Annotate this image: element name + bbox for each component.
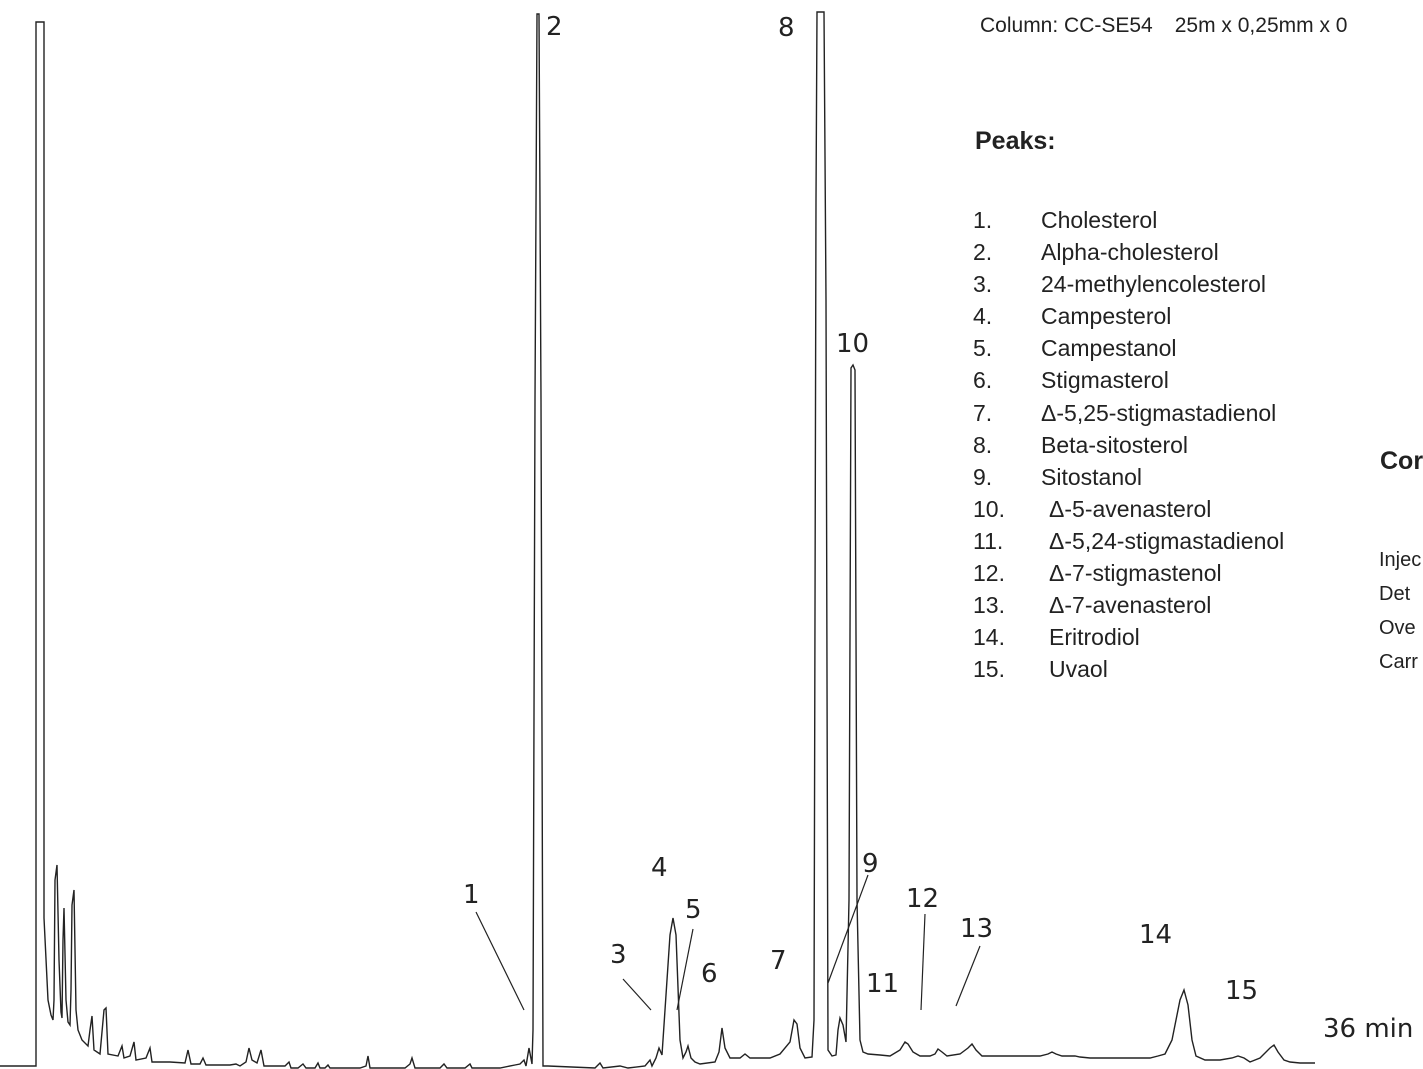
peak-label-14: 14	[1139, 920, 1172, 950]
condition-item: Injec	[1379, 549, 1422, 571]
leader-line-9	[827, 874, 869, 984]
peak-label-10: 10	[836, 329, 869, 359]
peak-number: 13.	[973, 592, 1005, 619]
peak-number: 2.	[973, 239, 993, 266]
conditions-heading: Cor	[1380, 447, 1423, 475]
peak-list-item: 9. Sitostanol	[973, 463, 1284, 495]
peak-list-item: 12. Δ-7-stigmastenol	[973, 559, 1284, 591]
condition-item: Carr	[1379, 651, 1418, 673]
peak-list-item: 1. Cholesterol	[973, 206, 1284, 238]
peak-list: 1. Cholesterol 2. Alpha-cholesterol 3. 24-met…	[973, 206, 1284, 687]
leader-line-12	[920, 913, 926, 1011]
compound-name: Δ-5,24-stigmastadienol	[1049, 527, 1285, 554]
peak-label-2: 2	[546, 12, 563, 42]
peak-list-item: 14. Eritrodiol	[973, 623, 1284, 655]
peak-label-4: 4	[651, 853, 668, 883]
peak-number: 3.	[973, 271, 993, 298]
peak-label-15: 15	[1225, 976, 1258, 1006]
compound-name: Δ-5,25-stigmastadienol	[1041, 399, 1277, 426]
peak-number: 10.	[973, 495, 1005, 522]
peaks-heading: Peaks:	[975, 127, 1056, 155]
compound-name: Δ-7-avenasterol	[1049, 592, 1212, 619]
peak-label-5: 5	[685, 895, 702, 925]
compound-name: Stigmasterol	[1041, 367, 1169, 394]
peak-label-6: 6	[701, 959, 718, 989]
peak-number: 11.	[973, 527, 1004, 554]
compound-name: Δ-7-stigmastenol	[1049, 560, 1222, 587]
leader-line-3	[622, 978, 652, 1011]
chromatogram-trace	[0, 11, 1315, 1069]
peak-label-3: 3	[610, 940, 627, 970]
conditions-list: Injec Det Ove Carr	[1379, 547, 1421, 683]
column-dimensions: 25m x 0,25mm x 0	[1174, 14, 1348, 37]
peak-list-item: 5. Campestanol	[973, 334, 1284, 366]
column-text: Column: CC-SE54	[980, 14, 1153, 37]
peak-number: 14.	[973, 624, 1005, 651]
leader-line-5	[676, 928, 694, 1011]
compound-name: Campestanol	[1041, 335, 1177, 362]
peak-list-item: 13. Δ-7-avenasterol	[973, 591, 1284, 623]
condition-item: Ove	[1379, 617, 1416, 639]
leader-lines	[475, 874, 981, 1011]
peak-list-item: 10. Δ-5-avenasterol	[973, 495, 1284, 527]
column-info: Column: CC-SE54 25m x 0,25mm x 0	[980, 14, 1347, 38]
peak-number: 1.	[973, 207, 993, 233]
peak-list-item: 11. Δ-5,24-stigmastadienol	[973, 527, 1284, 559]
peak-label-11: 11	[866, 969, 899, 999]
peak-list-item: 4. Campesterol	[973, 302, 1284, 334]
peak-number: 6.	[973, 367, 993, 394]
peak-label-8: 8	[778, 13, 795, 43]
peak-list-item: 7. Δ-5,25-stigmastadienol	[973, 399, 1284, 431]
compound-name: Sitostanol	[1041, 463, 1143, 490]
compound-name: Eritrodiol	[1049, 624, 1140, 651]
peak-number: 5.	[973, 335, 993, 362]
peak-number: 8.	[973, 431, 993, 458]
compound-name: Alpha-cholesterol	[1041, 239, 1219, 266]
compound-name: Δ-5-avenasterol	[1049, 495, 1212, 522]
condition-item: Det	[1379, 583, 1411, 605]
peak-number: 9.	[973, 463, 993, 490]
peak-list-item: 6. Stigmasterol	[973, 366, 1284, 398]
peak-list-item: 15. Uvaol	[973, 655, 1284, 687]
leader-line-13	[955, 945, 981, 1007]
peak-label-12: 12	[906, 884, 939, 914]
compound-name: Uvaol	[1049, 656, 1108, 683]
peak-list-item: 2. Alpha-cholesterol	[973, 238, 1284, 270]
compound-name: Beta-sitosterol	[1041, 431, 1189, 458]
peak-label-9: 9	[862, 849, 879, 879]
leader-line-1	[475, 911, 525, 1011]
peak-number: 4.	[973, 303, 993, 330]
peak-label-7: 7	[770, 946, 787, 976]
x-axis-end-label: 36 min	[1323, 1014, 1413, 1044]
compound-name: Campesterol	[1041, 303, 1172, 330]
peak-list-item: 3. 24-methylencolesterol	[973, 270, 1284, 302]
peak-label-1: 1	[463, 880, 480, 910]
compound-name: Cholesterol	[1041, 207, 1158, 233]
peak-number: 7.	[973, 399, 993, 426]
compound-name: 24-methylencolesterol	[1041, 271, 1267, 298]
peak-number: 12.	[973, 560, 1005, 587]
peak-number: 15.	[973, 656, 1005, 683]
peak-label-13: 13	[960, 914, 993, 944]
peak-list-item: 8. Beta-sitosterol	[973, 431, 1284, 463]
